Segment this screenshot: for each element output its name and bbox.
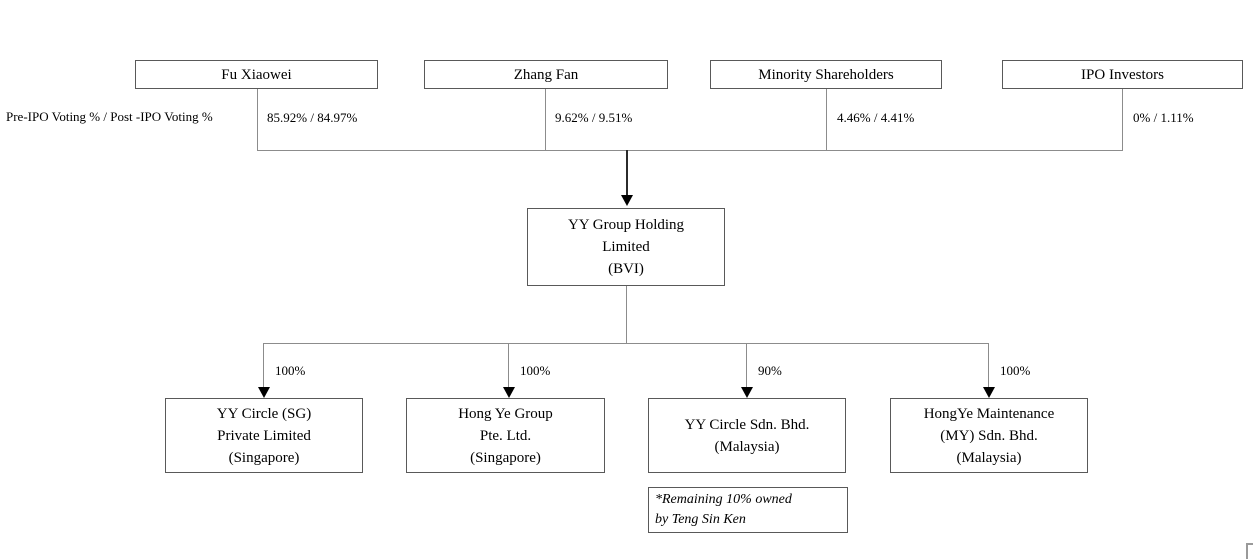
arrow-down-icon [741,387,753,398]
corner-artifact [1246,543,1253,559]
footnote-line2: by Teng Sin Ken [655,512,746,527]
connector-bus-top [257,150,1123,151]
subsidiary-name-line2: Pte. Ltd. [479,427,532,444]
connector-drop-sub2 [508,343,509,388]
subsidiary-jurisdiction: (Malaysia) [956,449,1022,466]
connector-drop-fu-xiaowei [257,89,258,150]
subsidiary-box-yy-circle-my: YY Circle Sdn. Bhd. (Malaysia) [648,398,846,473]
connector-drop-minority [826,89,827,150]
holding-name-line2: Limited [602,239,650,255]
voting-pct-zhang-fan: 9.62% / 9.51% [555,110,633,125]
subsidiary-box-yy-circle-sg: YY Circle (SG) Private Limited (Singapor… [165,398,363,473]
voting-pct-fu-xiaowei: 85.92% / 84.97% [267,110,358,125]
subsidiary-jurisdiction: (Singapore) [228,449,300,466]
subsidiary-name-line1: Hong Ye Group [458,405,553,422]
connector-stem-subsidiaries [626,286,627,343]
shareholder-name: Minority Shareholders [758,66,894,83]
connector-drop-sub3 [746,343,747,388]
shareholder-name: Fu Xiaowei [221,66,292,83]
subsidiary-box-hongye-maintenance: HongYe Maintenance (MY) Sdn. Bhd. (Malay… [890,398,1088,473]
holding-name-line1: YY Group Holding [567,217,685,233]
voting-row-label: Pre-IPO Voting % / Post -IPO Voting % [6,109,213,124]
holding-company-box: YY Group Holding Limited (BVI) [527,208,725,286]
ownership-pct-sub4: 100% [1000,363,1031,378]
voting-pct-ipo: 0% / 1.11% [1133,110,1194,125]
connector-drop-sub4 [988,343,989,388]
connector-drop-zhang-fan [545,89,546,150]
ownership-pct-sub3: 90% [758,363,782,378]
subsidiary-name-line1: YY Circle Sdn. Bhd. [684,416,810,433]
footnote-line1: *Remaining 10% owned [655,492,792,507]
shareholder-box-ipo-investors: IPO Investors [1002,60,1243,89]
subsidiary-jurisdiction: (Singapore) [470,449,541,466]
arrow-down-icon [983,387,995,398]
voting-pct-minority: 4.46% / 4.41% [837,110,915,125]
footnote-box: *Remaining 10% owned by Teng Sin Ken [648,487,848,533]
subsidiary-name-line1: HongYe Maintenance [923,405,1055,422]
arrow-down-icon [258,387,270,398]
ownership-pct-sub1: 100% [275,363,306,378]
subsidiary-box-hong-ye-group: Hong Ye Group Pte. Ltd. (Singapore) [406,398,605,473]
connector-drop-ipo [1122,89,1123,150]
connector-stem-holding [626,150,628,196]
subsidiary-name-line1: YY Circle (SG) [216,405,312,422]
shareholder-name: IPO Investors [1081,66,1164,83]
connector-drop-sub1 [263,343,264,388]
arrow-down-icon [503,387,515,398]
holding-jurisdiction: (BVI) [608,261,644,277]
connector-bus-bottom [263,343,989,344]
subsidiary-jurisdiction: (Malaysia) [714,438,780,455]
subsidiary-name-line2: Private Limited [217,427,311,444]
shareholder-name: Zhang Fan [513,66,579,83]
shareholder-box-minority-shareholders: Minority Shareholders [710,60,942,89]
subsidiary-name-line2: (MY) Sdn. Bhd. [940,427,1038,444]
ownership-pct-sub2: 100% [520,363,551,378]
arrow-down-icon [621,195,633,206]
shareholder-box-fu-xiaowei: Fu Xiaowei [135,60,378,89]
shareholder-box-zhang-fan: Zhang Fan [424,60,668,89]
